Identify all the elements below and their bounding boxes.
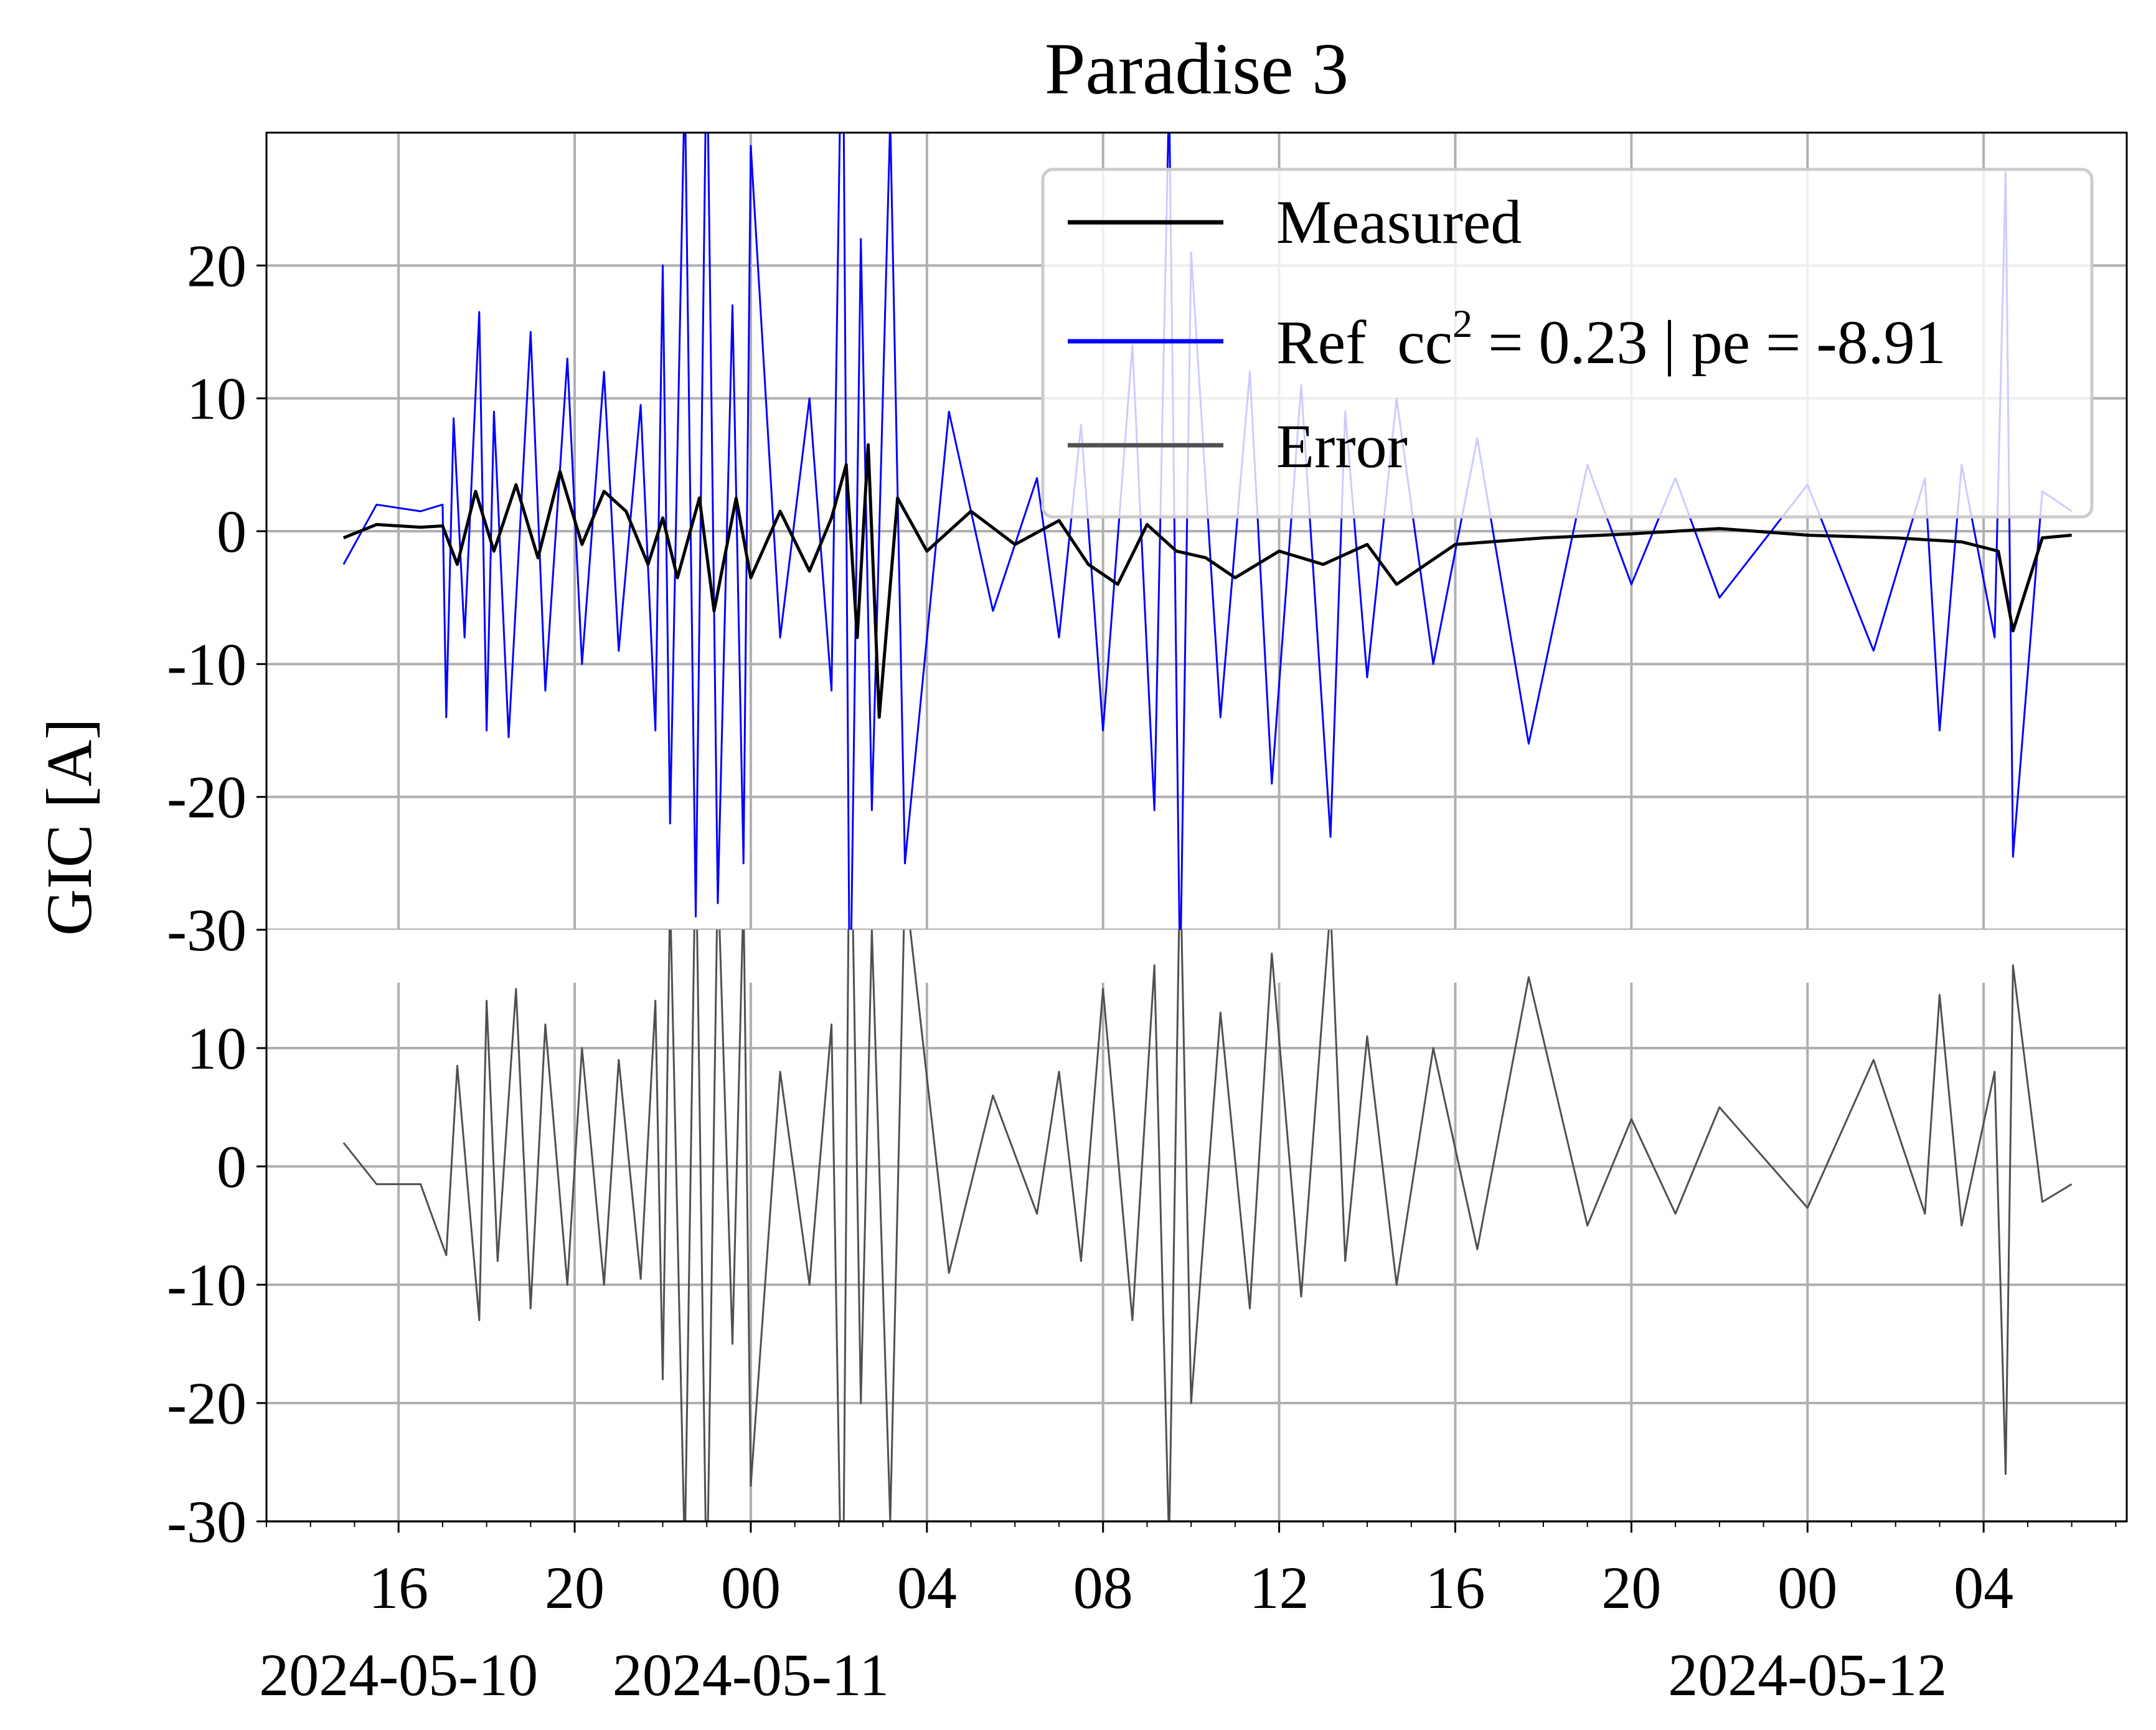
lower-ytick-label-4: -30	[167, 1488, 247, 1555]
legend-ref-superscript: 2	[1452, 301, 1472, 346]
xtick-label-5: 12	[1250, 1554, 1309, 1621]
legend-ref-suffix: = 0.23 | pe = -8.91	[1472, 308, 1946, 377]
legend-label-ref: Ref cc2 = 0.23 | pe = -8.91	[1276, 301, 1946, 377]
xtick-label-0: 16	[369, 1554, 428, 1621]
xtick-date-0: 2024-05-10	[259, 1642, 538, 1708]
xtick-label-8: 00	[1777, 1554, 1837, 1621]
upper-ytick-label-2: 0	[217, 498, 247, 565]
legend-ref-prefix: Ref cc	[1276, 308, 1452, 377]
lower-panel-frame	[266, 930, 2127, 1521]
lower-ytick-label-0: 10	[187, 1015, 247, 1082]
upper-ytick-label-3: -10	[167, 631, 247, 697]
upper-ytick-label-0: 20	[187, 232, 247, 299]
lower-ytick-label-2: -10	[167, 1252, 247, 1318]
legend: Measured Ref cc2 = 0.23 | pe = -8.91 Err…	[1041, 168, 2094, 519]
xtick-label-1: 20	[545, 1554, 605, 1621]
y-ticks: 20 10 0 -10 -20 -30 10 0 -10 -20 -30	[167, 232, 266, 1555]
xtick-label-6: 16	[1425, 1554, 1485, 1621]
series-layer	[342, 133, 2073, 1521]
upper-ytick-label-5: -30	[167, 897, 247, 963]
xtick-label-7: 20	[1601, 1554, 1661, 1621]
axes-frame	[265, 131, 2128, 1523]
upper-ytick-label-4: -20	[167, 764, 247, 831]
xtick-label-9: 04	[1954, 1554, 2013, 1621]
y-axis-label: GIC [A]	[34, 718, 105, 935]
xtick-date-2: 2024-05-11	[613, 1642, 889, 1708]
lower-ytick-label-1: 0	[217, 1133, 247, 1200]
xtick-label-2: 00	[721, 1554, 781, 1621]
xtick-label-4: 08	[1073, 1554, 1133, 1621]
chart-title: Paradise 3	[1045, 28, 1349, 110]
lower-panel	[266, 930, 2127, 1523]
xtick-label-3: 04	[897, 1554, 957, 1621]
series-line-error	[342, 930, 2073, 1521]
upper-ytick-label-1: 10	[187, 366, 247, 432]
xtick-date-8: 2024-05-12	[1668, 1642, 1947, 1708]
legend-label-error: Error	[1276, 412, 1408, 481]
legend-box	[1041, 168, 2094, 519]
series-line-measured	[342, 443, 2072, 719]
legend-label-measured: Measured	[1276, 187, 1522, 257]
series-line-ref	[342, 133, 2073, 930]
lower-ytick-label-3: -20	[167, 1370, 247, 1437]
